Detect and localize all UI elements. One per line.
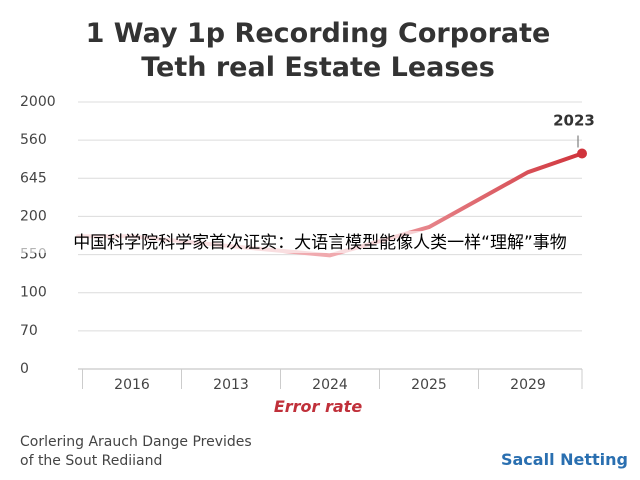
end-point xyxy=(577,148,587,159)
y-tick-label: 0 xyxy=(20,361,29,377)
chart-title: Teth real Estate Leases xyxy=(141,52,495,83)
footer: Corlering Arauch Dange Prevides xyxy=(20,434,252,450)
x-tick-label: 2016 xyxy=(114,377,150,393)
end-label: 2023 xyxy=(553,111,595,129)
y-tick-label: 645 xyxy=(20,170,47,186)
brand: Sacall Netting xyxy=(501,450,628,469)
x-tick-label: 2025 xyxy=(411,377,447,393)
y-tick-label: 200 xyxy=(20,208,47,224)
y-tick-label: 2000 xyxy=(20,94,56,110)
overlay-bg xyxy=(20,231,620,253)
x-axis-label: Error rate xyxy=(274,397,363,416)
overlay-text: 中国科学院科学家首次证实：大语言模型能像人类一样“理解”事物 xyxy=(73,233,567,253)
chart-title: 1 Way 1p Recording Corporate xyxy=(86,18,551,49)
y-tick-label: 560 xyxy=(20,132,47,148)
x-tick-label: 2013 xyxy=(213,377,249,393)
x-tick-label: 2029 xyxy=(510,377,546,393)
footer: of the Sout Rediiand xyxy=(20,453,162,469)
x-tick-label: 2024 xyxy=(312,377,348,393)
y-tick-label: 100 xyxy=(20,285,47,301)
y-tick-label: 70 xyxy=(20,323,38,339)
